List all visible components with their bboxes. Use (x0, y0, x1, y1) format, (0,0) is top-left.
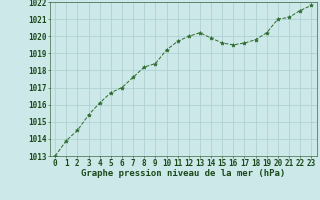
X-axis label: Graphe pression niveau de la mer (hPa): Graphe pression niveau de la mer (hPa) (81, 169, 285, 178)
